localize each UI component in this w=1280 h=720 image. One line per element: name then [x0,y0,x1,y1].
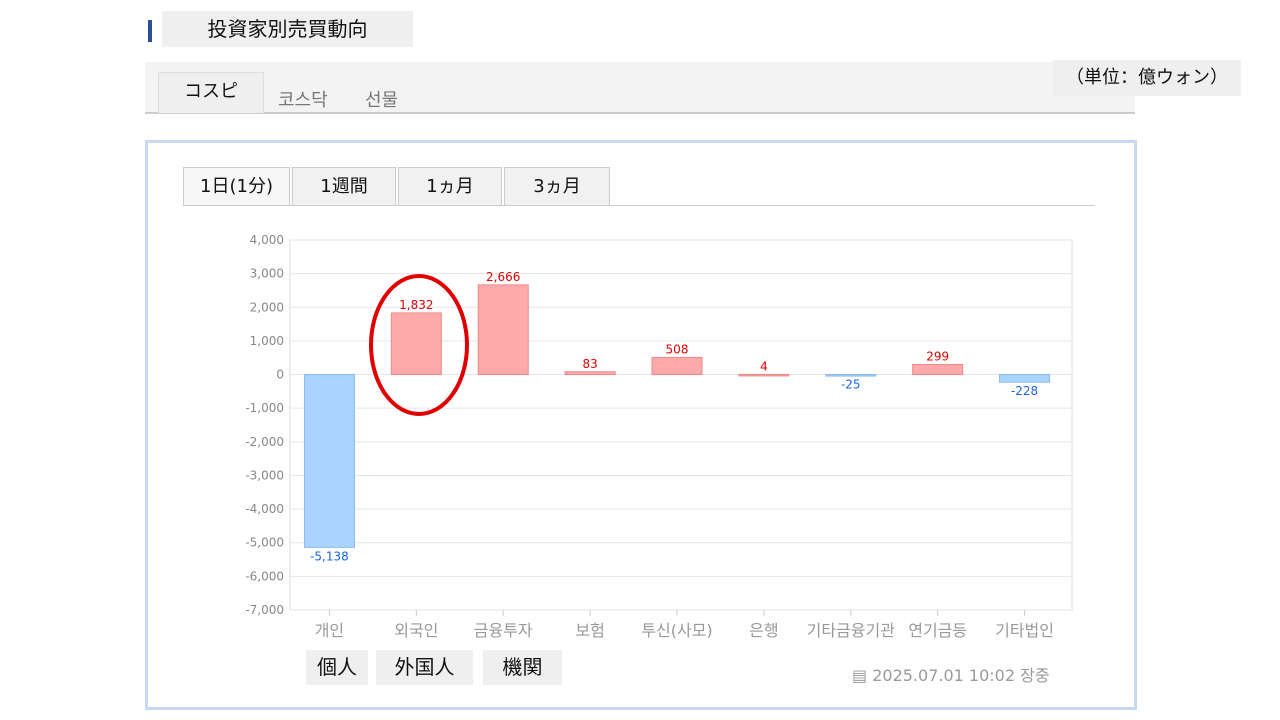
plot-area [289,239,1073,611]
y-tick-label: -2,000 [245,435,284,449]
x-tick-label: 보험 [575,621,604,640]
tab-kospi[interactable]: コスピ [158,72,264,113]
tag-institution: 機関 [483,650,562,685]
data-label: 2,666 [486,270,520,284]
tab-1day[interactable]: 1日(1分) [183,167,290,206]
x-tick-label: 금융투자 [474,621,533,640]
timestamp-text: 2025.07.01 10:02 장중 [872,666,1050,685]
x-tick-label: 기타법인 [995,621,1054,640]
data-label: 4 [760,359,768,373]
y-tick-label: -1,000 [245,401,284,415]
tab-futures[interactable]: 선물 [365,90,399,111]
x-tick-label: 외국인 [394,621,438,640]
y-tick-label: -5,000 [245,536,284,550]
y-tick-label: 4,000 [250,233,284,247]
y-tick-label: 0 [276,368,284,382]
tab-1week[interactable]: 1週間 [292,167,396,206]
page-title: 投資家別売買動向 [162,11,413,47]
bar [390,312,442,376]
timestamp: ▤ 2025.07.01 10:02 장중 [852,662,1050,686]
market-tabs: コスピ 코스닥 선물 [145,62,1135,114]
highlight-circle [369,274,469,416]
data-label: -228 [1011,384,1038,398]
y-tick-label: 2,000 [250,300,284,314]
x-tick-label: 은행 [749,621,778,640]
data-label: 508 [666,342,689,356]
y-tick-label: -3,000 [245,468,284,482]
y-tick-label: -7,000 [245,603,284,617]
bar [912,363,964,376]
tag-individual: 個人 [306,650,368,685]
tab-divider [183,205,1095,206]
x-tick-label: 기타금융기관 [807,621,896,640]
bar [477,284,529,376]
tag-foreigner: 外国人 [376,650,473,685]
data-label: 1,832 [399,298,433,312]
unit-label: （単位：億ウォン） [1053,60,1241,96]
tab-3month[interactable]: 3ヵ月 [504,167,610,206]
tab-1month[interactable]: 1ヵ月 [398,167,502,206]
x-tick-label: 연기금등 [908,621,967,640]
bar [999,374,1051,383]
y-tick-label: -6,000 [245,569,284,583]
y-tick-label: 1,000 [250,334,284,348]
clock-calendar-icon: ▤ [852,666,873,685]
chart-panel [145,140,1137,710]
data-label: 299 [926,349,949,363]
bar [303,374,355,548]
bar [564,371,616,376]
data-label: -5,138 [310,549,349,563]
x-tick-label: 개인 [315,621,344,640]
title-accent-bar [148,20,152,42]
y-tick-label: -4,000 [245,502,284,516]
bar [651,356,703,376]
bar [825,374,877,377]
bar [738,373,790,377]
x-tick-label: 투신(사모) [641,621,712,640]
data-label: 83 [582,357,597,371]
data-label: -25 [841,377,861,391]
tab-kosdaq[interactable]: 코스닥 [278,90,328,111]
y-tick-label: 3,000 [250,267,284,281]
